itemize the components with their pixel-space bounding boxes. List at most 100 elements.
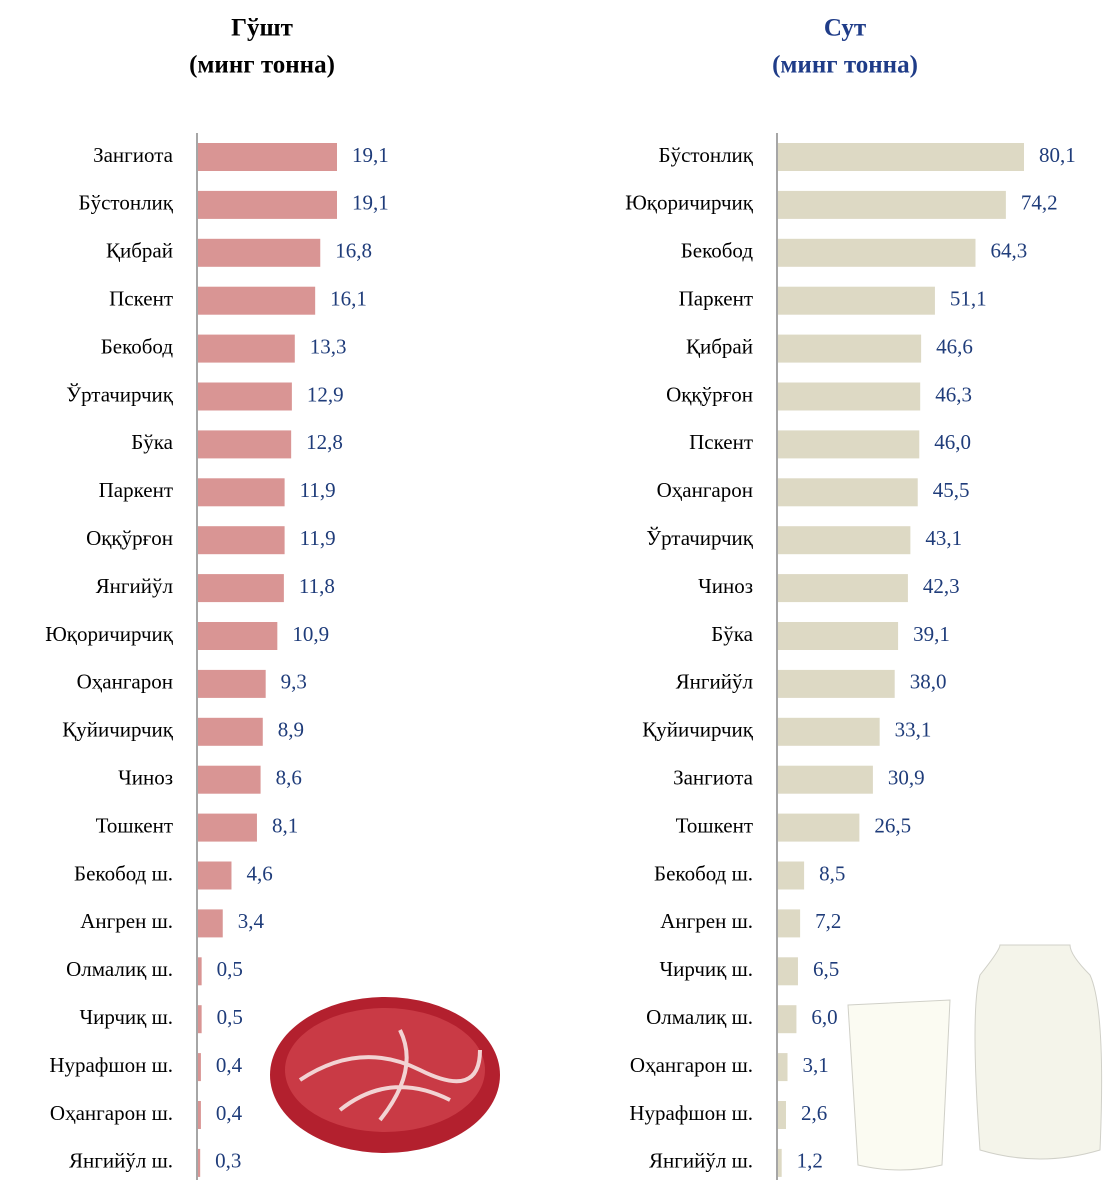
value-label: 30,9 <box>888 766 925 790</box>
value-label: 16,1 <box>330 287 367 311</box>
bar <box>778 766 873 794</box>
category-label: Оҳангарон <box>657 478 753 502</box>
bar <box>778 287 935 315</box>
category-label: Оққўрғон <box>666 382 753 406</box>
category-label: Қибрай <box>686 334 753 358</box>
category-label: Бекобод <box>101 334 174 358</box>
bar <box>198 335 295 363</box>
bar <box>198 862 231 890</box>
category-label: Ўртачирчиқ <box>66 382 174 406</box>
category-label: Оққўрғон <box>86 526 173 550</box>
bar <box>198 622 277 650</box>
value-label: 26,5 <box>874 813 911 837</box>
bar <box>778 1101 786 1129</box>
bar <box>778 1005 796 1033</box>
chart-subtitle: (минг тонна) <box>772 52 918 79</box>
value-label: 64,3 <box>990 239 1027 263</box>
value-label: 8,1 <box>272 813 298 837</box>
value-label: 12,9 <box>307 382 344 406</box>
value-label: 46,0 <box>934 430 971 454</box>
chart-title: Гўшт <box>231 15 293 42</box>
category-label: Янгийўл ш. <box>649 1149 753 1173</box>
bar <box>198 239 320 267</box>
bar <box>198 1053 201 1081</box>
category-label: Қуйичирчиқ <box>62 718 174 742</box>
category-label: Паркент <box>99 478 173 502</box>
category-label: Бўстонлиқ <box>659 143 754 167</box>
category-label: Бекобод <box>681 239 754 263</box>
value-label: 11,8 <box>299 574 335 598</box>
bar <box>778 478 918 506</box>
bar <box>198 957 202 985</box>
category-label: Бўка <box>711 622 753 646</box>
bar <box>198 766 261 794</box>
bar <box>198 718 263 746</box>
value-label: 8,5 <box>819 861 845 885</box>
value-label: 45,5 <box>933 478 970 502</box>
bar <box>778 383 920 411</box>
bar <box>778 909 800 937</box>
category-label: Паркент <box>679 287 753 311</box>
value-label: 3,1 <box>803 1053 829 1077</box>
bar <box>198 909 223 937</box>
value-label: 2,6 <box>801 1101 827 1125</box>
category-label: Чирчиқ ш. <box>659 957 753 981</box>
bar <box>778 1149 782 1177</box>
bar <box>778 574 908 602</box>
value-label: 12,8 <box>306 430 343 454</box>
bar <box>198 574 284 602</box>
category-label: Бекобод ш. <box>654 861 753 885</box>
value-label: 4,6 <box>246 861 272 885</box>
value-label: 0,4 <box>216 1053 243 1077</box>
value-label: 8,6 <box>276 766 302 790</box>
category-label: Юқоричирчиқ <box>625 191 754 215</box>
category-label: Тошкент <box>96 813 173 837</box>
value-label: 9,3 <box>281 670 307 694</box>
category-label: Ангрен ш. <box>660 909 753 933</box>
bar <box>198 814 257 842</box>
category-label: Бўка <box>131 430 173 454</box>
category-label: Чиноз <box>698 574 753 598</box>
value-label: 19,1 <box>352 143 389 167</box>
value-label: 16,8 <box>335 239 372 263</box>
value-label: 42,3 <box>923 574 960 598</box>
category-label: Оҳангарон ш. <box>630 1053 753 1077</box>
category-label: Зангиота <box>673 766 754 790</box>
bar <box>198 191 337 219</box>
value-label: 7,2 <box>815 909 841 933</box>
value-label: 38,0 <box>910 670 947 694</box>
category-label: Янгийўл <box>96 574 173 598</box>
value-label: 46,3 <box>935 382 972 406</box>
value-label: 46,6 <box>936 334 973 358</box>
category-label: Янгийўл ш. <box>69 1149 173 1173</box>
bar <box>778 1053 788 1081</box>
value-label: 10,9 <box>292 622 329 646</box>
value-label: 1,2 <box>797 1149 823 1173</box>
value-label: 33,1 <box>895 718 932 742</box>
bar <box>198 430 291 458</box>
category-label: Пскент <box>109 287 173 311</box>
bar <box>778 862 804 890</box>
value-label: 8,9 <box>278 718 304 742</box>
category-label: Олмалиқ ш. <box>66 957 173 981</box>
value-label: 13,3 <box>310 334 347 358</box>
category-label: Юқоричирчиқ <box>45 622 174 646</box>
value-label: 11,9 <box>300 478 336 502</box>
category-label: Янгийўл <box>676 670 753 694</box>
value-label: 0,4 <box>216 1101 243 1125</box>
value-label: 6,5 <box>813 957 839 981</box>
value-label: 39,1 <box>913 622 950 646</box>
category-label: Ангрен ш. <box>80 909 173 933</box>
category-label: Қибрай <box>106 239 173 263</box>
meat-image <box>270 997 500 1153</box>
bar <box>778 718 880 746</box>
bar <box>778 670 895 698</box>
bar <box>778 143 1024 171</box>
bar <box>198 1149 200 1177</box>
value-label: 51,1 <box>950 287 987 311</box>
milk-image <box>848 945 1102 1170</box>
bar <box>778 622 898 650</box>
value-label: 11,9 <box>300 526 336 550</box>
bar <box>778 430 919 458</box>
value-label: 0,5 <box>217 1005 243 1029</box>
